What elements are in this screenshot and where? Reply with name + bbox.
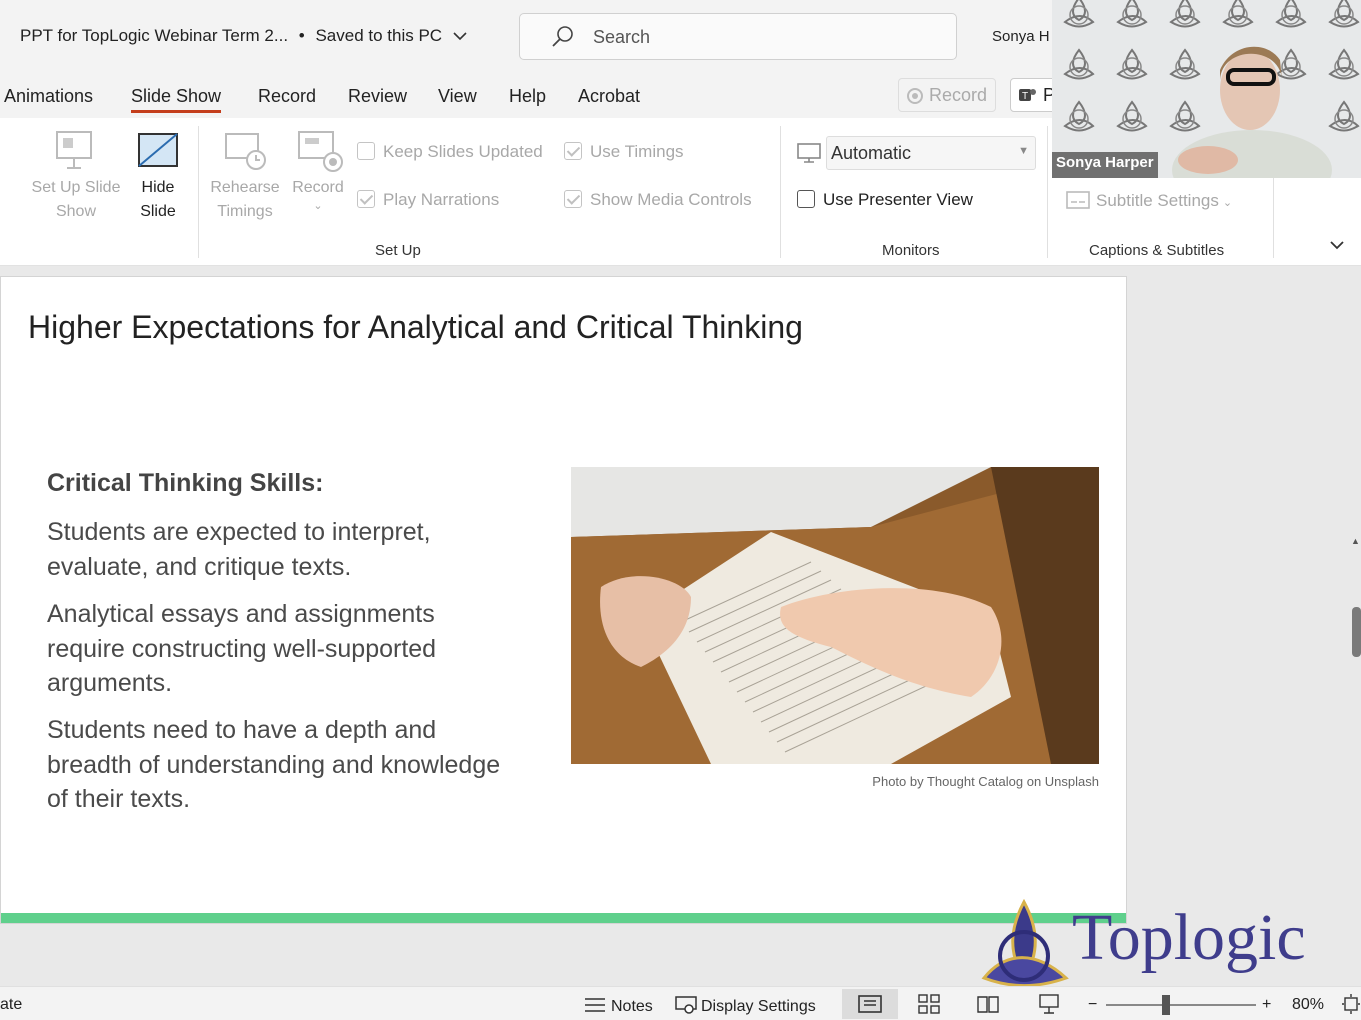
display-settings-button[interactable]: Display Settings xyxy=(675,996,816,1019)
toplogic-logo xyxy=(978,898,1338,988)
scroll-up-icon[interactable]: ▲ xyxy=(1351,536,1360,546)
display-settings-icon xyxy=(675,996,697,1019)
fit-to-window-icon[interactable] xyxy=(1341,993,1361,1020)
search-placeholder: Search xyxy=(593,27,651,47)
search-input[interactable]: Search xyxy=(519,13,957,60)
tab-review[interactable]: Review xyxy=(348,86,408,106)
ribbon-separator xyxy=(1273,126,1274,258)
scrollbar-thumb[interactable] xyxy=(1352,607,1361,657)
slideshow-view-icon[interactable] xyxy=(1038,993,1060,1020)
tab-slide-show[interactable]: Slide Show xyxy=(131,86,222,113)
record-icon xyxy=(907,88,923,104)
rehearse-timings-button[interactable]: Rehearse Timings xyxy=(206,128,284,224)
monitor-select[interactable]: Automatic ▼ xyxy=(826,136,1036,170)
zoom-in-button[interactable]: + xyxy=(1262,996,1272,1013)
status-left-text: ate xyxy=(0,996,23,1013)
slide-editing-area: Higher Expectations for Analytical and C… xyxy=(0,266,1361,986)
rehearse-timings-icon xyxy=(206,128,284,176)
reading-view-icon[interactable] xyxy=(977,994,999,1019)
chevron-down-icon[interactable] xyxy=(453,28,467,44)
webcam-video xyxy=(1052,0,1361,178)
monitor-icon xyxy=(796,142,822,169)
hide-slide-button[interactable]: Hide Slide xyxy=(132,128,184,224)
book-reading-image xyxy=(571,467,1099,764)
slide-bullet[interactable]: Students need to have a depth and breadt… xyxy=(47,716,501,813)
record-ribbon-button[interactable]: Record ⌄ xyxy=(288,128,348,212)
status-bar: ate Notes Display Settings − + 80% xyxy=(0,986,1361,1020)
record-slide-icon xyxy=(288,128,348,176)
ribbon-separator xyxy=(198,126,199,258)
use-timings-checkbox[interactable]: Use Timings xyxy=(564,142,684,162)
search-icon xyxy=(550,24,576,55)
monitors-group-label: Monitors xyxy=(882,242,940,259)
normal-view-button[interactable] xyxy=(842,989,898,1019)
set-up-slide-show-button[interactable]: Set Up Slide Show xyxy=(28,128,124,224)
notes-icon xyxy=(583,996,607,1019)
setup-group-label: Set Up xyxy=(375,242,421,259)
chevron-down-icon: ⌄ xyxy=(1222,197,1233,209)
rehearse-timings-label: Rehearse Timings xyxy=(210,179,280,220)
tab-view[interactable]: View xyxy=(438,86,477,106)
webcam-background-pattern xyxy=(1064,0,1359,178)
play-narrations-checkbox[interactable]: Play Narrations xyxy=(357,190,499,210)
normal-view-icon xyxy=(858,995,882,1018)
checkbox-checked xyxy=(564,142,582,160)
slide-bullet[interactable]: Students are expected to interpret, eval… xyxy=(47,518,431,581)
slide-canvas[interactable]: Higher Expectations for Analytical and C… xyxy=(0,276,1127,924)
ribbon-separator xyxy=(780,126,781,258)
zoom-level[interactable]: 80% xyxy=(1292,996,1325,1013)
zoom-slider[interactable] xyxy=(1106,1004,1256,1006)
monitor-select-value: Automatic xyxy=(831,143,912,163)
keep-slides-updated-checkbox[interactable]: Keep Slides Updated xyxy=(357,142,543,162)
user-account-name[interactable]: Sonya H xyxy=(992,28,1050,45)
tab-record[interactable]: Record xyxy=(258,86,317,106)
hide-slide-icon xyxy=(132,128,184,176)
slide-photo[interactable] xyxy=(571,467,1099,764)
checkbox-checked xyxy=(357,190,375,208)
slide-title[interactable]: Higher Expectations for Analytical and C… xyxy=(28,309,803,345)
ribbon-panel: Set Up Slide Show Hide Slide Rehearse Ti… xyxy=(0,118,1361,266)
checkbox-box xyxy=(797,190,815,208)
subtitle-settings-icon xyxy=(1066,190,1090,215)
chevron-down-icon: ⌄ xyxy=(313,200,323,212)
document-title[interactable]: PPT for TopLogic Webinar Term 2... • Sav… xyxy=(20,26,467,46)
show-media-controls-checkbox[interactable]: Show Media Controls xyxy=(564,190,752,210)
zoom-slider-thumb[interactable] xyxy=(1162,995,1170,1015)
slide-sorter-icon[interactable] xyxy=(918,994,940,1019)
use-presenter-view-checkbox[interactable]: Use Presenter View xyxy=(797,190,973,210)
teams-icon: T xyxy=(1017,85,1037,110)
hide-slide-label: Hide Slide xyxy=(140,179,176,220)
subtitle-settings-button[interactable]: Subtitle Settings ⌄ xyxy=(1066,190,1232,215)
notes-button[interactable]: Notes xyxy=(583,996,653,1019)
checkbox-checked xyxy=(564,190,582,208)
slide-setup-icon xyxy=(28,128,124,176)
tab-help[interactable]: Help xyxy=(509,86,547,106)
tab-animations[interactable]: Animations xyxy=(4,86,94,106)
checkbox-box xyxy=(357,142,375,160)
record-ribbon-label: Record xyxy=(292,179,344,196)
slide-subheading[interactable]: Critical Thinking Skills: xyxy=(47,469,324,497)
chevron-down-icon: ▼ xyxy=(1018,145,1029,157)
triquetra-logo-icon xyxy=(981,898,1069,987)
captions-group-label: Captions & Subtitles xyxy=(1089,242,1225,259)
document-name: PPT for TopLogic Webinar Term 2... xyxy=(20,26,289,45)
slide-accent-bar xyxy=(1,913,1126,923)
vertical-scrollbar[interactable]: ▲ ▼ ⏶ ⏷ xyxy=(1349,532,1361,1020)
toplogic-logo-text: Toplogic xyxy=(1072,901,1306,974)
zoom-out-button[interactable]: − xyxy=(1088,996,1098,1013)
photo-credit: Photo by Thought Catalog on Unsplash xyxy=(872,774,1099,789)
participant-name: Sonya Harper xyxy=(1052,152,1158,178)
record-button[interactable]: Record xyxy=(898,78,996,112)
tab-acrobat[interactable]: Acrobat xyxy=(578,86,641,106)
save-status: Saved to this PC xyxy=(315,26,443,45)
slide-bullet[interactable]: Analytical essays and assignments requir… xyxy=(47,600,437,697)
collapse-ribbon-icon[interactable] xyxy=(1329,238,1345,256)
set-up-slide-show-label: Set Up Slide Show xyxy=(31,179,121,220)
svg-text:T: T xyxy=(1022,91,1028,102)
ribbon-separator xyxy=(1047,126,1048,258)
title-separator: • xyxy=(298,26,305,45)
